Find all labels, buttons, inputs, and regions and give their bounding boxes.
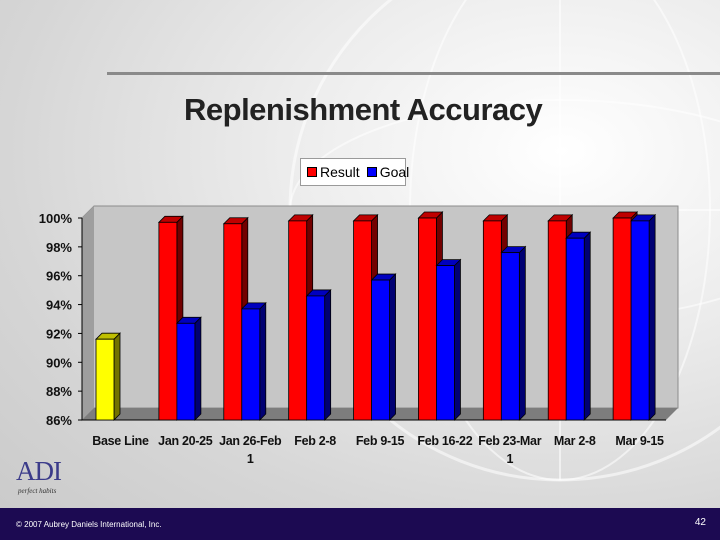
- legend-label-result: Result: [320, 164, 360, 180]
- y-tick-label: 92%: [46, 326, 72, 341]
- legend-label-goal: Goal: [379, 164, 410, 180]
- x-tick-label: Base Line: [92, 434, 149, 448]
- x-tick-label: 1: [247, 452, 254, 466]
- bar-goal: [630, 213, 657, 421]
- x-tick-label: 1: [506, 452, 513, 466]
- y-tick-label: 98%: [46, 240, 72, 255]
- bar-goal: [175, 316, 202, 421]
- y-tick-label: 90%: [46, 355, 72, 370]
- legend-item-result: Result: [307, 164, 360, 180]
- plot-side-wall: [82, 206, 94, 420]
- x-tick-label: Mar 9-15: [615, 434, 664, 448]
- legend-item-goal: Goal: [366, 164, 410, 180]
- bar-goal: [435, 258, 462, 421]
- bar-goal: [240, 301, 267, 421]
- slide-title: Replenishment Accuracy: [184, 92, 543, 127]
- x-tick-label: Feb 16-22: [417, 434, 472, 448]
- y-tick-label: 86%: [46, 413, 72, 428]
- legend-swatch-goal: [366, 167, 377, 177]
- y-tick-label: 100%: [39, 211, 73, 226]
- y-tick-label: 88%: [46, 384, 72, 399]
- bar-goal: [500, 245, 527, 421]
- bar-goal: [370, 273, 397, 421]
- x-tick-label: Jan 26-Feb: [219, 434, 282, 448]
- footer-bar: © 2007 Aubrey Daniels International, Inc…: [0, 508, 720, 540]
- x-tick-label: Feb 23-Mar: [478, 434, 541, 448]
- y-tick-label: 96%: [46, 269, 72, 284]
- x-tick-label: Feb 2-8: [294, 434, 336, 448]
- y-tick-label: 94%: [46, 298, 72, 313]
- adi-logo: ADI perfect habits: [16, 456, 96, 498]
- legend-swatch-result: [307, 167, 317, 177]
- bar-goal: [305, 288, 332, 421]
- logo-wordmark: ADI: [16, 456, 62, 486]
- bar-goal: [565, 231, 592, 421]
- chart-legend: Result Goal: [300, 158, 409, 186]
- page-number: 42: [694, 517, 706, 528]
- x-tick-label: Mar 2-8: [554, 434, 596, 448]
- logo-tagline: perfect habits: [18, 487, 57, 495]
- x-tick-label: Jan 20-25: [158, 434, 213, 448]
- bar-baseline: [95, 332, 121, 421]
- title-divider-line: [107, 72, 720, 75]
- x-tick-label: Feb 9-15: [356, 434, 405, 448]
- copyright-text: © 2007 Aubrey Daniels International, Inc…: [16, 520, 162, 529]
